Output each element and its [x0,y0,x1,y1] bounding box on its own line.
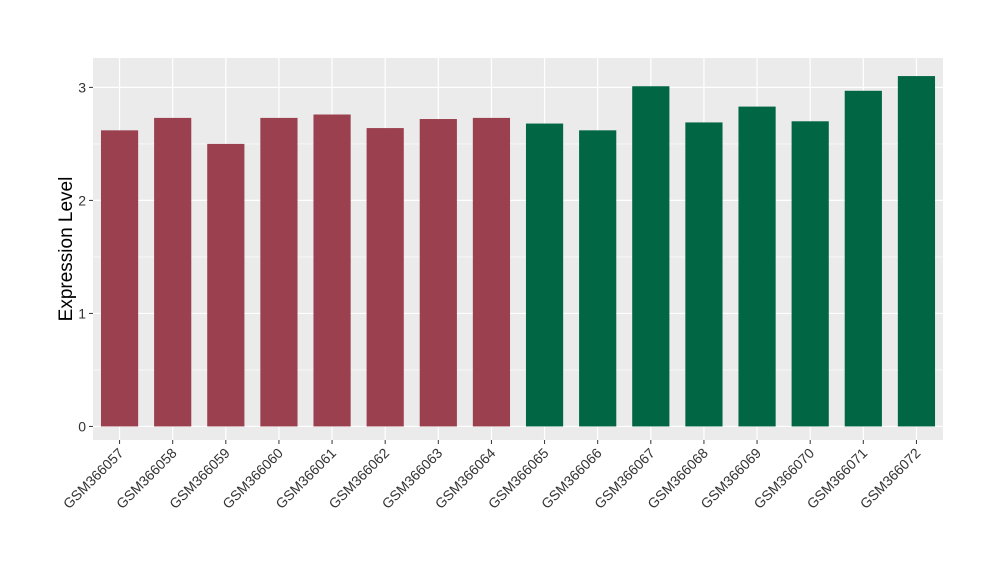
y-axis-title: Expression Level [56,177,77,322]
y-tick-label: 0 [78,418,86,434]
bar-gsm366072 [897,76,936,427]
bar-gsm366066 [579,130,617,427]
bar-gsm366068 [685,122,723,427]
x-axis: GSM366057GSM366058GSM366059GSM366060GSM3… [60,440,924,512]
bar-gsm366059 [207,143,245,427]
bars [100,76,936,427]
y-tick-label: 3 [78,79,86,95]
bar-gsm366060 [260,117,298,427]
bar-gsm366065 [525,123,564,427]
y-tick-label: 1 [78,305,86,321]
bar-gsm366064 [472,117,511,427]
bar-gsm366063 [419,119,457,427]
bar-gsm366067 [632,86,670,427]
bar-gsm366057 [100,130,139,427]
bar-gsm366058 [154,117,192,427]
bar-gsm366070 [791,121,829,427]
bar-gsm366061 [313,114,351,427]
bar-gsm366069 [738,106,776,427]
y-tick-label: 2 [78,192,86,208]
bar-gsm366071 [844,90,882,427]
bar-gsm366062 [366,128,404,427]
y-axis: 0 1 2 3 [78,79,93,434]
